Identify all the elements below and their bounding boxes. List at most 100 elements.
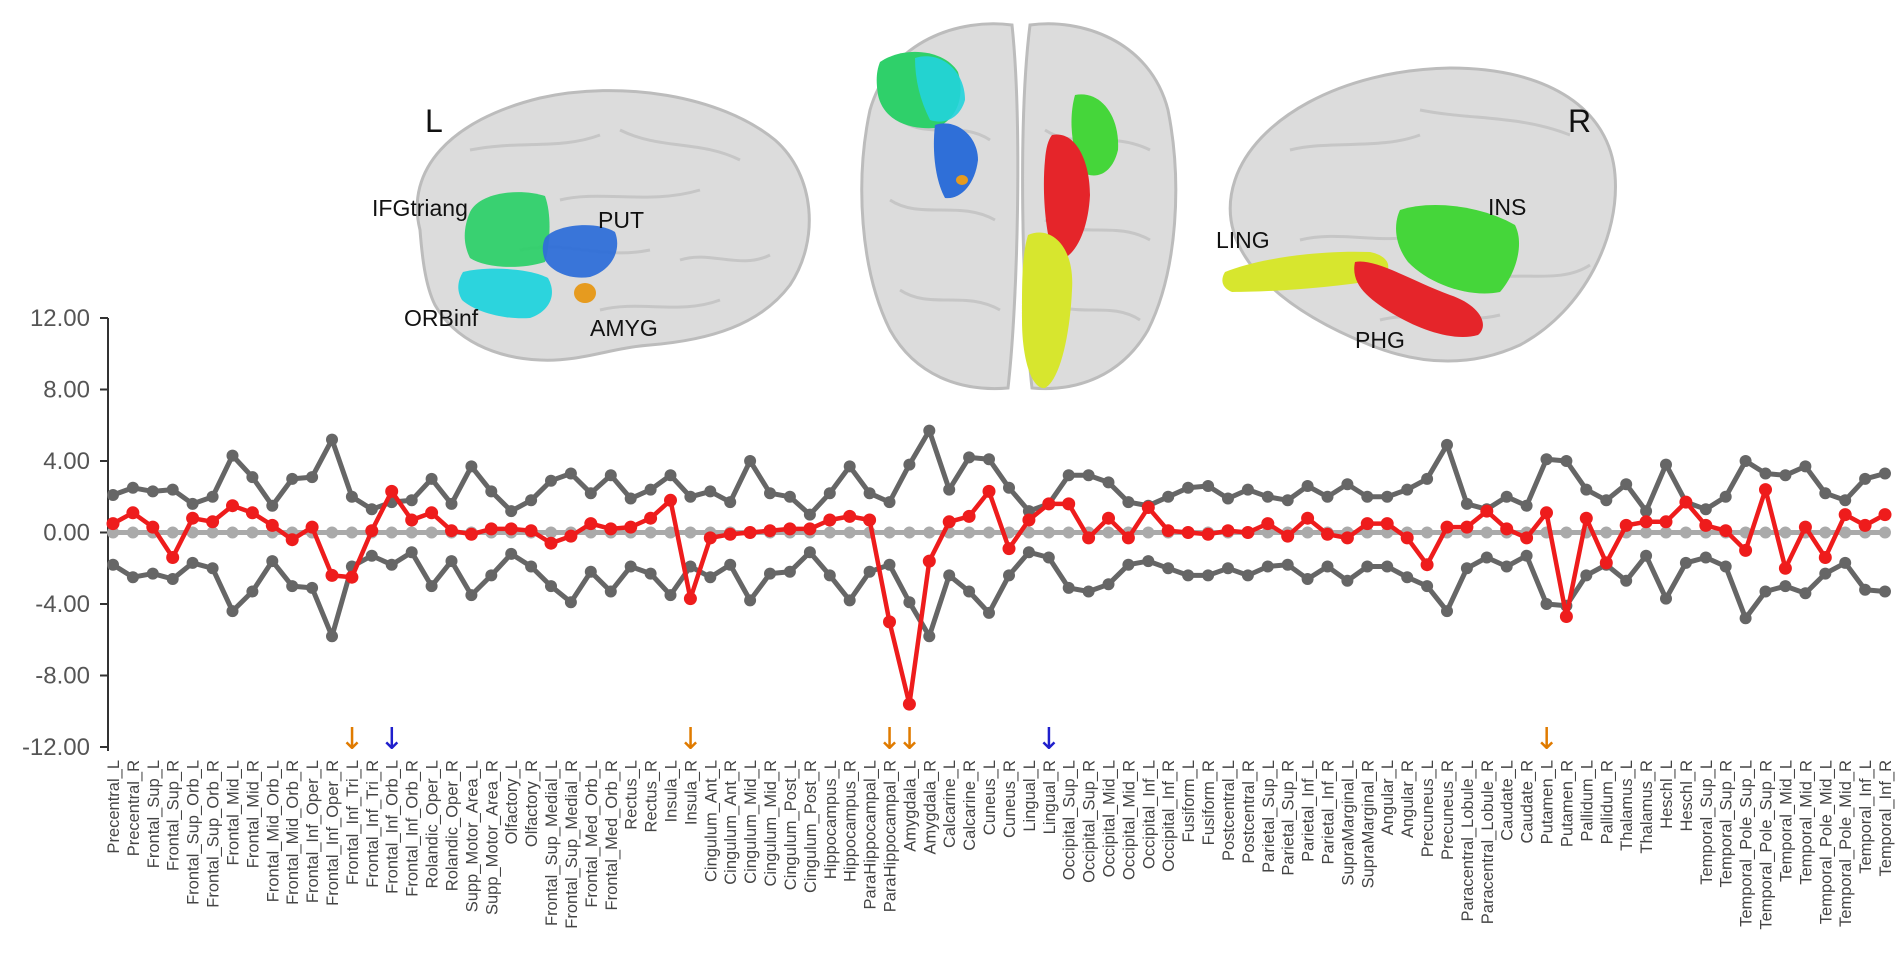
series-1-point <box>1321 560 1334 573</box>
x-tick-label: Parietal_Sup_R <box>1280 760 1298 876</box>
series-1-point <box>584 565 597 578</box>
annotation-arrow: ↓ <box>897 722 922 757</box>
series-2-point <box>923 526 936 539</box>
series-1-point <box>1301 573 1314 585</box>
series-1-point <box>146 567 159 580</box>
series-0-point <box>1540 453 1553 466</box>
x-tick-label: SupraMarginal_R <box>1359 760 1377 888</box>
series-3-point <box>1858 518 1872 532</box>
series-1-point <box>186 556 199 569</box>
x-tick-label: Hippocampus_R <box>842 760 860 882</box>
x-tick-label: Frontal_Sup_L <box>145 760 163 868</box>
series-0-point <box>1182 481 1195 494</box>
series-3-point <box>1818 551 1832 564</box>
series-3-point <box>1699 518 1713 532</box>
series-2-point <box>1421 526 1434 539</box>
series-3-point <box>743 526 757 539</box>
region-label-ling: LING <box>1216 227 1270 253</box>
series-0-point <box>1660 458 1672 471</box>
series-2-point <box>166 526 179 539</box>
x-tick-label: Frontal_Mid_Orb_R <box>284 760 302 905</box>
series-3-point <box>664 493 677 507</box>
series-3-point <box>803 522 817 536</box>
series-3-point <box>1599 556 1613 570</box>
x-tick-label: Supp_Motor_Area_R <box>483 760 501 915</box>
series-1-point <box>206 562 219 575</box>
series-1-point <box>445 555 458 568</box>
x-tick-label: Frontal_Inf_Orb_R <box>404 760 422 897</box>
region-dorsal-ins <box>1071 94 1119 176</box>
series-3-point <box>425 506 439 520</box>
series-0-point <box>1859 472 1872 485</box>
series-1-point <box>1500 560 1513 573</box>
series-1-point <box>903 596 916 609</box>
series-3-point <box>1639 515 1653 529</box>
series-2-point <box>684 526 697 539</box>
series-0-point <box>1401 483 1414 496</box>
series-3-point <box>723 527 737 541</box>
region-orbinf <box>458 268 552 319</box>
series-3-point <box>385 484 399 498</box>
series-0-point <box>1779 469 1792 482</box>
series-1-point <box>1142 555 1155 568</box>
series-1-point <box>963 585 976 598</box>
x-tick-label: Calcarine_L <box>941 760 959 848</box>
series-3-point <box>1380 517 1394 531</box>
x-tick-label: Frontal_Inf_Oper_R <box>324 760 342 906</box>
series-0-point <box>983 453 995 466</box>
series-1-point <box>1202 569 1215 582</box>
series-3-point <box>1520 531 1534 545</box>
series-0-point <box>1460 497 1473 510</box>
x-tick-label: Lingual_R <box>1041 760 1059 834</box>
series-2-point <box>246 526 259 539</box>
series-1-point <box>525 560 538 573</box>
series-3-point <box>1301 511 1315 525</box>
x-tick-label: Occipital_Mid_L <box>1101 760 1119 877</box>
x-tick-label: Olfactory_R <box>523 760 541 847</box>
series-1-point <box>664 589 677 602</box>
region-ling <box>1222 251 1389 292</box>
series-2-point <box>664 526 677 539</box>
series-1-point <box>425 580 438 593</box>
x-tick-label: Temporal_Mid_R <box>1797 760 1815 885</box>
series-1-point <box>883 558 896 571</box>
series-3-point <box>1778 561 1792 575</box>
x-tick-label: Heschl_L <box>1658 760 1676 829</box>
series-0-point <box>1202 480 1215 492</box>
series-0-point <box>545 474 557 487</box>
y-tick-label: -8.00 <box>35 663 90 690</box>
series-3-point <box>226 499 239 513</box>
series-1-point <box>863 565 876 578</box>
series-2-point <box>405 526 418 539</box>
series-2-point <box>186 526 199 539</box>
series-0-point <box>1580 483 1593 496</box>
series-0-point <box>704 485 717 498</box>
x-tick-label: Precuneus_L <box>1419 760 1437 857</box>
series-3-point <box>763 524 777 538</box>
series-1-point <box>166 573 179 585</box>
series-3-point <box>1878 508 1892 522</box>
series-3-point <box>1360 517 1374 531</box>
brain-dorsal <box>860 22 1178 391</box>
x-tick-label: Temporal_Inf_L <box>1857 760 1875 874</box>
series-0-point <box>1301 480 1314 492</box>
region-dorsal-amyg <box>956 175 968 185</box>
y-tick-label: 4.00 <box>43 448 90 475</box>
series-1-point <box>1779 580 1792 593</box>
series-3-point <box>982 484 996 498</box>
x-tick-label: Hippocampus_L <box>822 760 840 879</box>
series-3-point <box>544 536 558 550</box>
x-tick-label: Occipital_Inf_L <box>1140 760 1158 869</box>
series-2-point <box>1142 526 1155 539</box>
x-tick-label: Amygdala_R <box>921 760 939 855</box>
series-1-point <box>485 569 498 582</box>
series-3-point <box>922 554 936 568</box>
series-0-point <box>664 469 677 482</box>
series-0-point <box>1281 494 1294 507</box>
series-1-point <box>724 558 737 571</box>
series-3-point <box>1181 526 1195 539</box>
series-1-point <box>1102 578 1115 591</box>
series-1-point <box>704 571 717 584</box>
x-tick-label: Rectus_L <box>623 760 641 830</box>
x-tick-label: Thalamus_R <box>1638 760 1656 854</box>
